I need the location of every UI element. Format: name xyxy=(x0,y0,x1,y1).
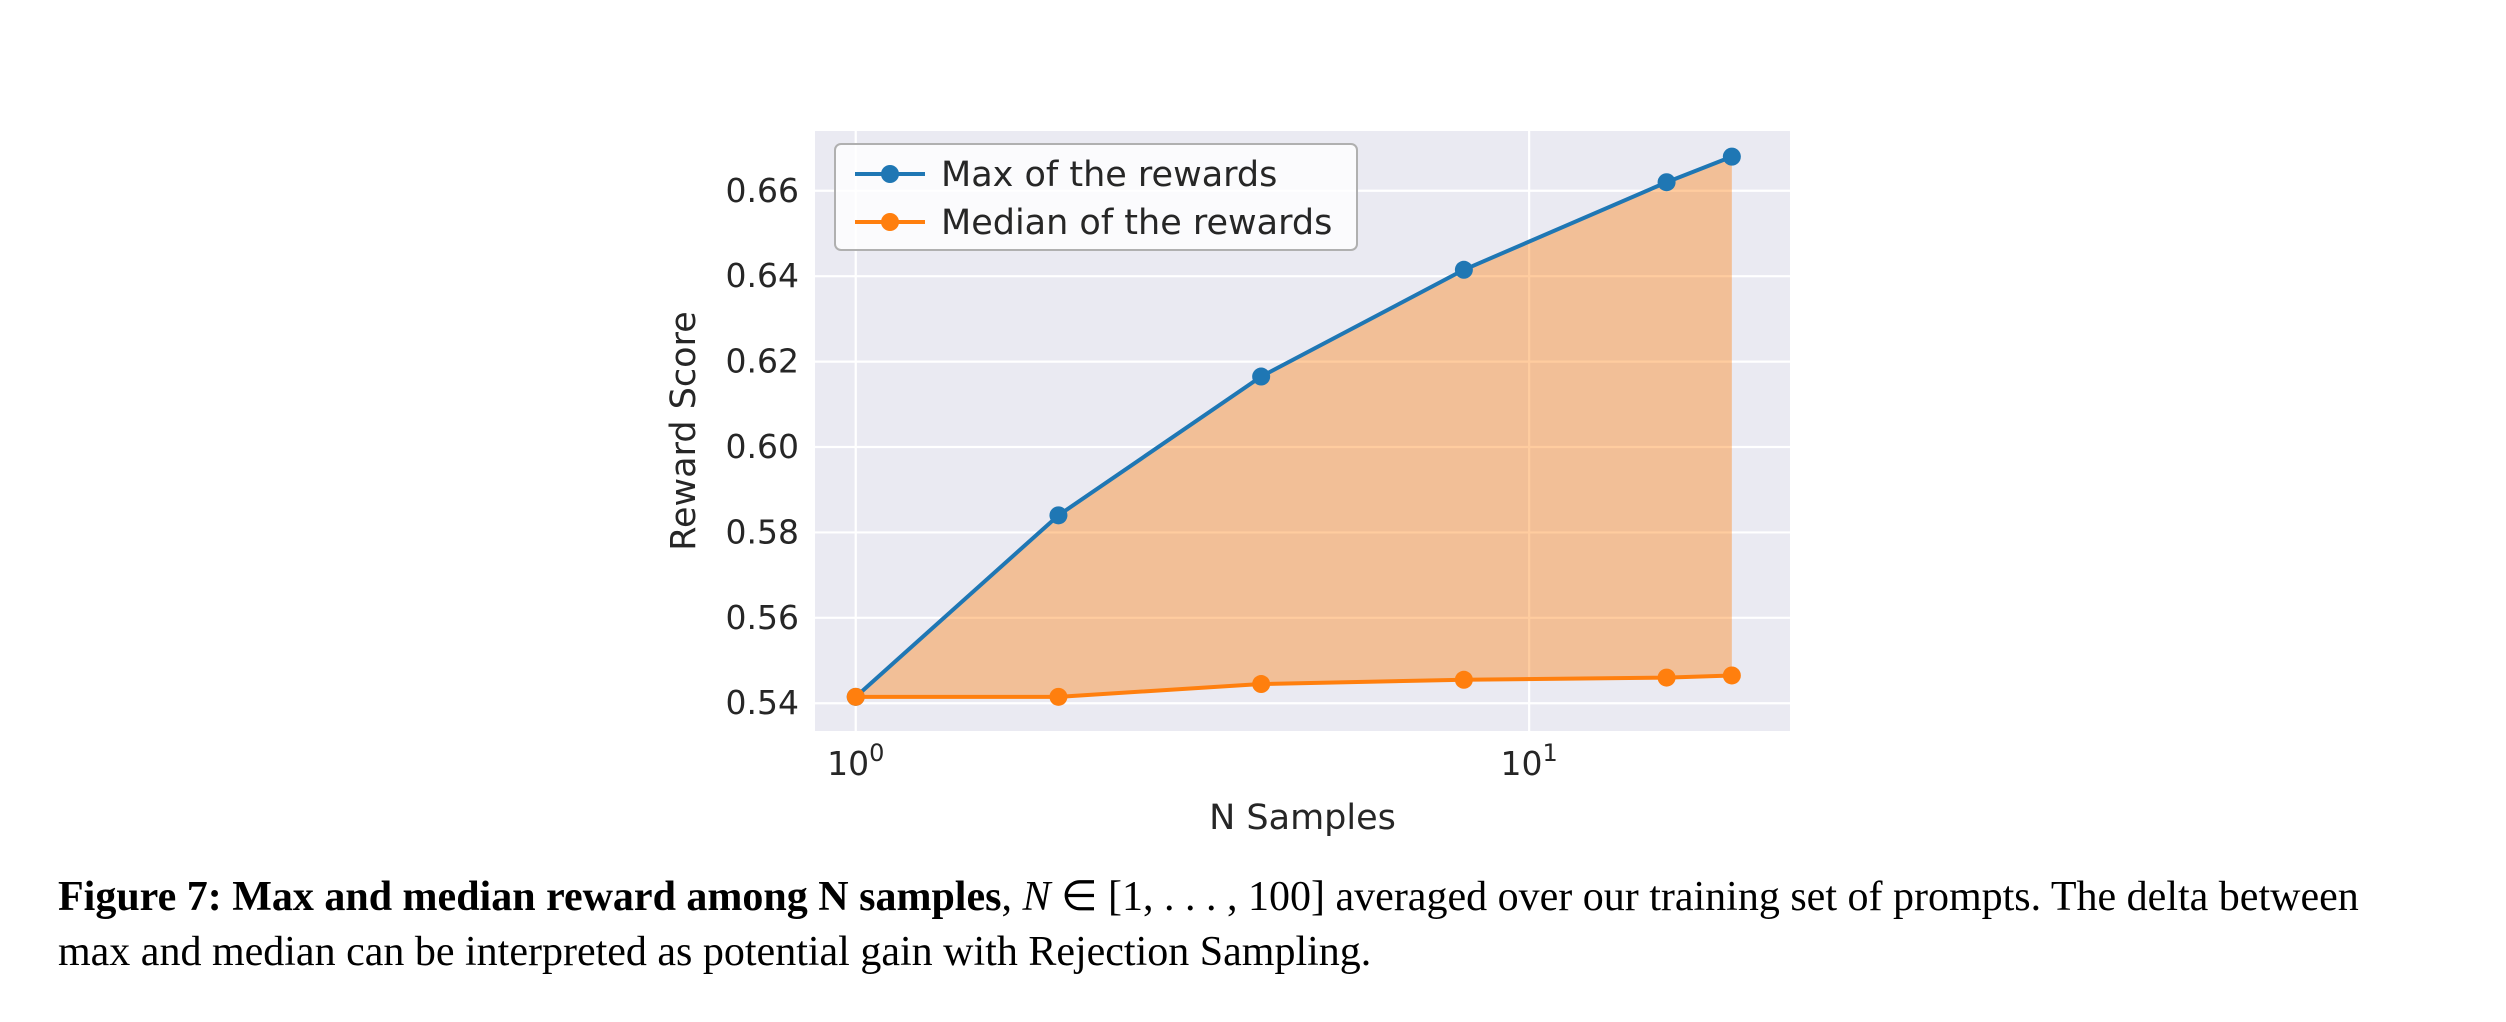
caption-comma: , xyxy=(1001,874,1023,920)
data-point xyxy=(1252,367,1271,386)
x-axis-label: N Samples xyxy=(1209,798,1396,838)
figure-caption: Figure 7: Max and median reward among N … xyxy=(58,870,2394,979)
series-line-1 xyxy=(855,673,1732,699)
y-tick-label: 0.60 xyxy=(726,427,799,466)
data-point xyxy=(1454,670,1473,689)
y-tick-label: 0.54 xyxy=(726,683,799,722)
caption-body: averaged over our training set of prompt… xyxy=(58,874,2359,975)
data-point xyxy=(1454,260,1473,279)
data-point xyxy=(846,687,865,706)
fill-between-region xyxy=(855,156,1732,697)
caption-math-variable: N xyxy=(1022,874,1051,920)
y-tick-label: 0.64 xyxy=(726,256,799,295)
reward-chart: 0.54 0.56 0.58 0.60 0.62 0.64 0.66 100 101 N Samp… xyxy=(664,131,1790,838)
data-point xyxy=(1049,506,1068,525)
x-tick-label: 101 xyxy=(1500,739,1557,783)
y-tick-label: 0.66 xyxy=(726,171,799,210)
legend-marker xyxy=(881,213,899,231)
data-point xyxy=(1657,668,1676,687)
y-tick-label: 0.56 xyxy=(726,598,799,637)
y-tick-label: 0.58 xyxy=(726,512,799,551)
series-line-0 xyxy=(854,154,1733,699)
data-point xyxy=(1252,675,1271,694)
caption-label: Figure 7: xyxy=(58,874,222,920)
data-point xyxy=(1049,687,1068,706)
y-tick-label: 0.62 xyxy=(726,342,799,381)
data-point xyxy=(1722,666,1741,685)
legend-label: Median of the rewards xyxy=(941,203,1332,243)
legend-box xyxy=(834,143,1358,251)
legend-label: Max of the rewards xyxy=(941,155,1277,195)
y-axis-label: Reward Score xyxy=(664,311,704,551)
data-point xyxy=(1722,147,1741,166)
caption-math-expression: ∈ [1, . . . , 100] xyxy=(1050,874,1326,920)
x-tick-label: 100 xyxy=(827,739,884,783)
data-point xyxy=(1657,173,1676,192)
legend-marker xyxy=(881,165,899,183)
caption-title: Max and median reward among N samples xyxy=(232,874,1002,920)
